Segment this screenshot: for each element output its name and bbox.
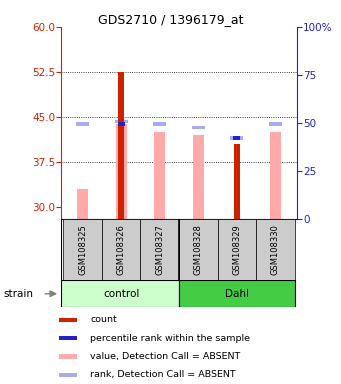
Bar (59, 372, 77, 377)
Bar (118, 72, 124, 219)
Text: rank, Detection Call = ABSENT: rank, Detection Call = ABSENT (90, 370, 236, 379)
Bar (234, 144, 240, 219)
Bar (153, 122, 166, 126)
Text: strain: strain (3, 289, 33, 299)
Bar (154, 132, 165, 219)
Text: GSM108328: GSM108328 (194, 224, 203, 275)
Text: GSM108330: GSM108330 (271, 224, 280, 275)
Bar (270, 132, 281, 219)
Bar (140, 219, 179, 280)
Bar (77, 189, 88, 219)
Text: control: control (103, 289, 139, 299)
Text: value, Detection Call = ABSENT: value, Detection Call = ABSENT (90, 352, 240, 361)
Bar (233, 136, 240, 140)
Bar (115, 120, 128, 123)
Bar (59, 318, 77, 322)
Bar (118, 122, 125, 126)
Bar (193, 135, 204, 219)
Text: GSM108325: GSM108325 (78, 224, 87, 275)
Bar (218, 219, 256, 280)
Text: GSM108329: GSM108329 (232, 224, 241, 275)
Text: GSM108326: GSM108326 (117, 224, 126, 275)
Bar (59, 354, 77, 359)
Text: count: count (90, 315, 117, 324)
Text: Dahl: Dahl (225, 289, 249, 299)
Text: GSM108327: GSM108327 (155, 224, 164, 275)
Bar (256, 219, 295, 280)
Bar (61, 280, 179, 307)
Bar (179, 219, 218, 280)
Bar (116, 124, 127, 219)
Text: GDS2710 / 1396179_at: GDS2710 / 1396179_at (98, 13, 243, 26)
Bar (59, 336, 77, 340)
Bar (102, 219, 140, 280)
Bar (230, 136, 243, 140)
Bar (192, 126, 205, 129)
Bar (63, 219, 102, 280)
Bar (269, 122, 282, 126)
Bar (179, 280, 295, 307)
Bar (76, 122, 89, 126)
Text: percentile rank within the sample: percentile rank within the sample (90, 334, 250, 343)
